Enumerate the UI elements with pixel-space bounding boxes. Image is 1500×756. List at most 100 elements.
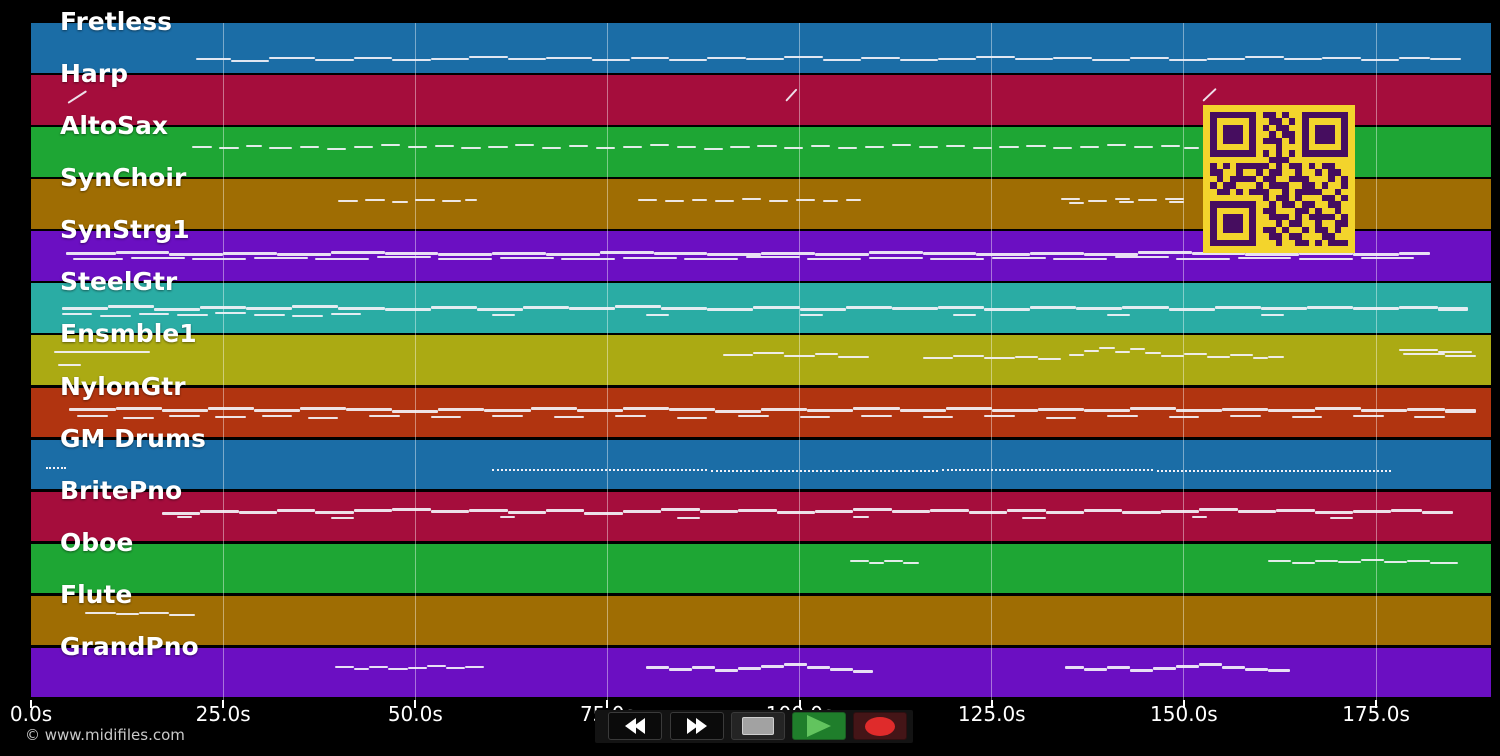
note-segment — [1076, 307, 1123, 311]
note-segment — [676, 517, 700, 520]
note-segment — [745, 256, 800, 259]
track-label-steelgtr: SteelGtr — [60, 267, 178, 297]
note-segment — [615, 415, 646, 418]
note-segment — [330, 517, 354, 520]
stop-button[interactable] — [731, 712, 785, 740]
note-segment — [807, 666, 831, 670]
note-segment — [903, 562, 920, 565]
note-segment — [691, 666, 716, 670]
note-segment — [838, 356, 869, 359]
note-segment — [276, 252, 331, 256]
note-segment — [945, 145, 965, 148]
note-segment — [446, 667, 466, 670]
track-label-fretless: Fretless — [60, 7, 172, 36]
note-segment — [953, 314, 977, 317]
note-segment — [930, 509, 969, 512]
note-segment — [891, 144, 912, 147]
note-segment — [1191, 516, 1207, 519]
axis-tick-label: 0.0s — [9, 702, 53, 726]
note-segment — [215, 416, 247, 419]
note-segment — [169, 414, 201, 417]
note-segment — [353, 509, 393, 513]
note-segment — [569, 145, 589, 148]
track-band-gm-drums — [31, 439, 1491, 490]
note-segment — [991, 409, 1038, 413]
note-segment — [1314, 407, 1361, 411]
rewind-button[interactable] — [608, 712, 662, 740]
note-segment — [61, 313, 93, 316]
note-segment — [730, 145, 750, 148]
axis-tick-mark — [1375, 700, 1378, 708]
note-segment — [330, 251, 385, 255]
fast-forward-button[interactable] — [670, 712, 724, 740]
note-segment — [668, 668, 692, 672]
note-segment — [169, 613, 195, 616]
play-button[interactable] — [792, 712, 846, 740]
note-segment — [1137, 251, 1192, 255]
transport-bar — [595, 710, 913, 743]
note-segment — [1206, 356, 1230, 359]
axis-tick-label: 25.0s — [195, 702, 251, 726]
track-label-harp: Harp — [60, 59, 129, 89]
note-segment — [922, 416, 954, 419]
note-segment — [569, 307, 616, 311]
note-segment — [1014, 355, 1038, 358]
note-segment — [1068, 354, 1084, 357]
note-segment — [741, 198, 762, 201]
note-segment — [392, 409, 439, 413]
note-segment — [1133, 146, 1154, 149]
note-segment — [507, 510, 546, 514]
note-segment — [753, 306, 800, 310]
note-segment — [300, 406, 347, 410]
axis-tick-mark — [1182, 700, 1185, 708]
note-segment — [984, 307, 1031, 311]
note-segment — [430, 510, 470, 514]
note-segment — [937, 305, 985, 309]
note-segment — [1306, 305, 1353, 309]
note-segment — [707, 56, 746, 59]
note-segment — [1037, 407, 1084, 411]
note-segment — [1329, 517, 1353, 520]
note-segment — [1118, 201, 1134, 204]
note-segment — [1291, 416, 1323, 419]
note-segment — [1060, 198, 1081, 201]
note-segment — [1176, 257, 1230, 260]
note-segment — [426, 664, 447, 667]
note-segment — [380, 144, 400, 147]
note-segment — [1245, 667, 1269, 671]
note-segment — [853, 669, 873, 673]
note-segment — [1083, 668, 1108, 672]
track-label-gm-drums: GM Drums — [60, 423, 206, 453]
note-segment — [130, 256, 185, 259]
fast-forward-icon — [687, 718, 698, 734]
note-segment — [1214, 306, 1261, 310]
note-segment — [1406, 407, 1446, 411]
note-segment — [365, 198, 385, 201]
note-segment — [215, 312, 247, 315]
note-segment — [407, 146, 427, 149]
note-segment — [1183, 146, 1200, 149]
note-segment — [269, 146, 293, 149]
note-segment — [849, 559, 869, 562]
note-segment — [622, 406, 669, 410]
note-segment — [465, 665, 485, 668]
note-segment — [615, 305, 662, 309]
note-segment — [1260, 314, 1284, 317]
note-segment — [430, 416, 462, 419]
note-segment — [326, 147, 347, 150]
track-label-oboe: Oboe — [60, 527, 134, 557]
note-segment — [868, 256, 923, 259]
note-segment — [745, 58, 785, 61]
note-segment — [1268, 669, 1290, 673]
note-segment — [1107, 313, 1131, 316]
note-segment — [492, 251, 546, 255]
note-segment — [1437, 350, 1473, 353]
record-button[interactable] — [853, 712, 907, 740]
gridline — [222, 23, 224, 700]
note-segment — [66, 252, 116, 256]
note-segment — [107, 305, 154, 309]
note-segment — [1402, 353, 1446, 356]
note-segment — [61, 306, 108, 310]
note-segment — [622, 509, 662, 513]
note-segment — [941, 469, 1154, 472]
